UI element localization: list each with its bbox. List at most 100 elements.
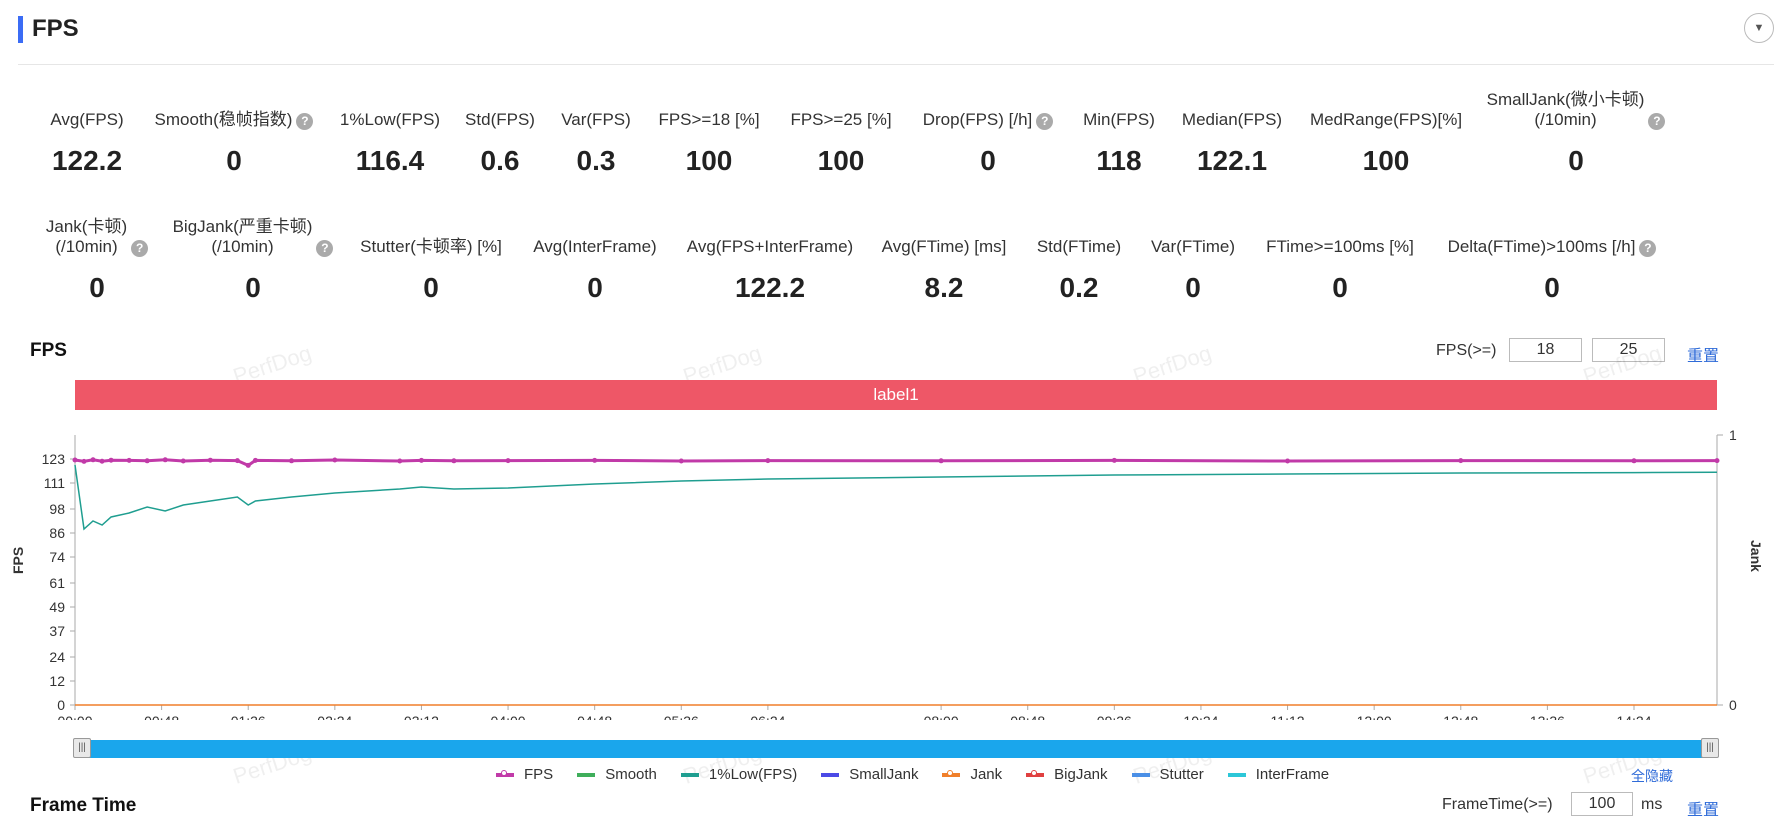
frametime-unit-label: ms: [1641, 796, 1663, 813]
metric-value: 0: [423, 272, 439, 303]
metric-value: 0: [245, 272, 261, 303]
metric-value: 100: [817, 145, 865, 176]
legend-label: InterFrame: [1255, 766, 1330, 783]
x-tick-label: 08:48: [1010, 713, 1045, 720]
y-tick-label: 37: [49, 623, 65, 639]
fps-data-point: [144, 458, 150, 464]
metric-metrics_row1-2: 1%Low(FPS) 116.4: [270, 86, 510, 178]
legend-label: SmallJank: [849, 766, 919, 783]
legend-swatch-icon: [1026, 769, 1045, 777]
fps-data-point: [1631, 458, 1637, 464]
metric-value: 100: [685, 145, 733, 176]
y-tick-label: 86: [49, 525, 65, 541]
metric-value: 0: [226, 145, 242, 176]
legend-item[interactable]: FPS: [496, 766, 553, 783]
metric-metrics_row1-7: Drop(FPS) [/h]? 0: [868, 86, 1108, 178]
metric-metrics_row2-7: Var(FTime) 0: [1073, 213, 1313, 305]
metric-label: BigJank(严重卡顿) (/10min): [172, 217, 313, 256]
fps-data-point: [108, 457, 114, 463]
metric-label: Var(FTime): [1150, 237, 1236, 256]
fps-data-point: [99, 458, 105, 464]
legend-label: Jank: [970, 766, 1003, 783]
metric-value: 0.6: [480, 145, 520, 176]
legend-item[interactable]: Jank: [942, 766, 1002, 783]
metric-label: Delta(FTime)>100ms [/h]: [1447, 237, 1636, 256]
y-right-tick-label: 1: [1729, 427, 1737, 443]
y-tick-label: 12: [49, 673, 65, 689]
range-end-handle[interactable]: |||: [1701, 738, 1719, 758]
legend-item[interactable]: InterFrame: [1227, 766, 1330, 783]
metric-value: 0.3: [576, 145, 616, 176]
legend-item[interactable]: Stutter: [1131, 766, 1204, 783]
metric-label: FPS>=25 [%]: [790, 110, 892, 129]
metric-value: 0: [587, 272, 603, 303]
legend-item[interactable]: Smooth: [577, 766, 657, 783]
help-icon[interactable]: ?: [1639, 240, 1657, 257]
fps-chart[interactable]: 123111988674614937241201000:0000:4801:36…: [0, 420, 1790, 720]
metric-value: 0: [1568, 145, 1584, 176]
y-tick-label: 111: [44, 475, 65, 491]
help-icon[interactable]: ?: [316, 240, 334, 257]
legend-item[interactable]: SmallJank: [821, 766, 918, 783]
metric-metrics_row1-5: FPS>=18 [%] 100: [589, 86, 829, 178]
metric-label: Smooth(稳帧指数): [154, 110, 293, 129]
metric-label: Median(FPS): [1181, 110, 1283, 129]
collapse-button[interactable]: ▼: [1744, 13, 1774, 43]
metric-label: Var(FPS): [561, 110, 631, 129]
y-tick-label: 0: [57, 697, 65, 713]
fps-data-point: [418, 457, 424, 463]
y-axis-label-left: FPS: [10, 546, 26, 574]
metric-label: Stutter(卡顿率) [%]: [360, 237, 502, 256]
fps-threshold-2-input[interactable]: [1592, 338, 1665, 362]
metric-metrics_row2-5: Avg(FTime) [ms] 8.2: [824, 213, 1064, 305]
label-band[interactable]: label1: [75, 380, 1717, 410]
hide-all-link[interactable]: 全隐藏: [1631, 768, 1673, 784]
fps-data-point: [332, 457, 338, 463]
metric-value: 0: [1185, 272, 1201, 303]
frametime-threshold-label: FrameTime(>=): [1442, 796, 1553, 813]
fps-data-point: [678, 458, 684, 464]
legend-item[interactable]: BigJank: [1026, 766, 1108, 783]
metric-label: MedRange(FPS)[%]: [1309, 110, 1463, 129]
legend-swatch-icon: [942, 769, 961, 777]
x-tick-label: 02:24: [317, 713, 352, 720]
legend-swatch-icon: [496, 769, 514, 777]
metric-value: 0: [1544, 272, 1560, 303]
fps-data-point: [162, 457, 168, 463]
fps-data-point: [245, 462, 251, 468]
metric-metrics_row2-0: Jank(卡顿) (/10min)? 0: [0, 213, 217, 305]
legend-item[interactable]: 1%Low(FPS): [680, 766, 797, 783]
help-icon[interactable]: ?: [296, 113, 314, 130]
metric-metrics_row1-6: FPS>=25 [%] 100: [721, 86, 961, 178]
help-icon[interactable]: ?: [1648, 113, 1666, 130]
fps-threshold-1-input[interactable]: [1509, 338, 1582, 362]
metric-value: 0: [980, 145, 996, 176]
metric-label: Min(FPS): [1083, 110, 1155, 129]
frametime-reset-link[interactable]: 重置: [1687, 802, 1720, 819]
frametime-threshold-input[interactable]: [1571, 792, 1633, 816]
metric-value: 8.2: [924, 272, 964, 303]
metric-metrics_row1-1: Smooth(稳帧指数)? 0: [114, 86, 354, 178]
metric-value: 122.2: [51, 145, 123, 176]
metric-label: FTime>=100ms [%]: [1266, 237, 1414, 256]
x-tick-label: 03:12: [404, 713, 439, 720]
metric-value: 0: [1332, 272, 1348, 303]
fps-reset-link[interactable]: 重置: [1687, 348, 1720, 365]
x-tick-label: 00:48: [144, 713, 179, 720]
fps-data-point: [180, 458, 186, 464]
y-axis-label-right: Jank: [1748, 540, 1764, 572]
legend-label: Stutter: [1159, 766, 1204, 783]
metric-value: 116.4: [355, 145, 425, 176]
metric-label: Std(FPS): [465, 110, 535, 129]
help-icon[interactable]: ?: [1036, 113, 1054, 130]
time-range-slider[interactable]: ||| |||: [73, 738, 1719, 758]
metric-label: Drop(FPS) [/h]: [922, 110, 1033, 129]
range-start-handle[interactable]: |||: [73, 738, 91, 758]
legend-swatch-icon: [1227, 772, 1246, 777]
metric-label: Avg(FPS): [50, 110, 124, 129]
series-line-fps: [74, 458, 1718, 468]
x-tick-label: 12:00: [1357, 713, 1392, 720]
metric-label: 1%Low(FPS): [339, 110, 441, 129]
help-icon[interactable]: ?: [131, 240, 149, 257]
legend-swatch-icon: [680, 772, 699, 777]
